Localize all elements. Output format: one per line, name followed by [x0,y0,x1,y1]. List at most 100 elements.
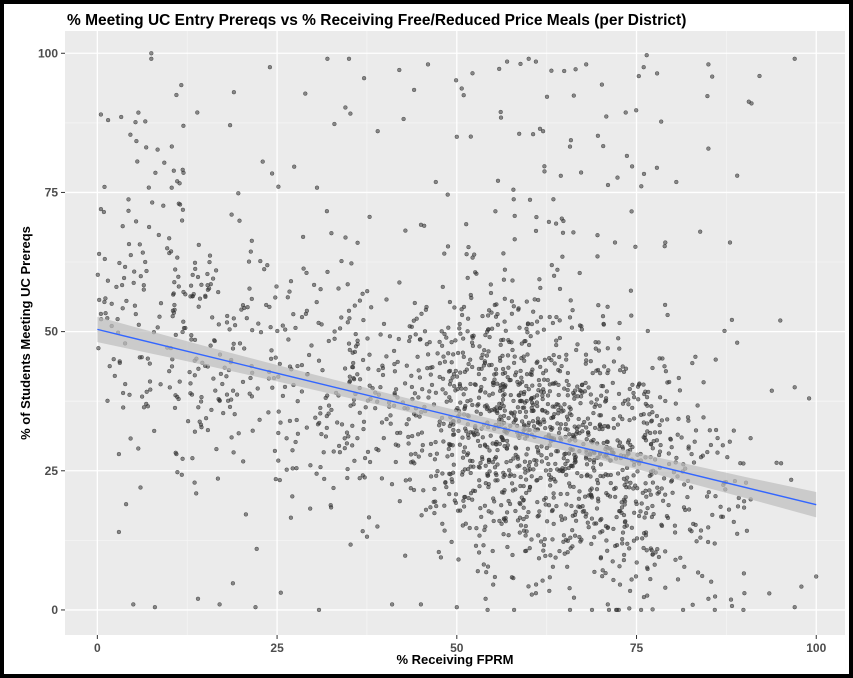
data-point [257,417,262,422]
data-point [98,206,104,212]
data-point [407,334,413,340]
data-point [538,364,543,370]
data-point [437,339,442,345]
data-point [490,548,495,554]
data-point [103,296,108,301]
data-point [477,443,483,449]
data-point [355,436,360,441]
data-point [490,460,496,465]
data-point [587,421,593,427]
data-point [577,387,582,393]
data-point [321,450,326,455]
data-point [362,455,368,461]
data-point [559,517,565,523]
data-point [558,514,564,519]
data-point [152,605,158,610]
data-point [331,485,336,491]
data-point [630,382,635,387]
data-point [498,358,503,363]
data-point [507,473,512,479]
data-point [648,546,653,551]
data-point [564,472,569,478]
data-point [529,372,534,378]
data-point [476,464,481,469]
data-point [138,274,143,279]
data-point [440,387,445,392]
data-point [543,425,548,431]
data-point [287,418,293,424]
data-point [686,444,691,449]
data-point [558,491,563,497]
data-point [523,523,528,529]
data-point [442,503,447,508]
data-point [562,68,567,74]
data-point [524,372,530,377]
data-point [357,377,363,382]
data-point [706,62,711,67]
data-point [568,484,573,489]
data-point [698,535,703,540]
data-point [243,512,249,517]
data-point [460,472,465,477]
data-point [236,191,241,196]
data-point [582,494,588,499]
data-point [437,374,442,380]
data-point [171,291,176,296]
data-point [303,91,308,96]
data-point [488,433,493,438]
data-point [537,277,542,282]
data-point [284,467,289,472]
data-point [571,390,576,396]
data-point [449,360,454,365]
data-point [741,499,747,504]
data-point [629,209,634,214]
data-point [735,340,740,345]
data-point [613,607,619,613]
data-point [324,209,330,214]
data-point [529,537,534,542]
data-point [247,391,252,396]
data-point [367,383,372,388]
data-point [470,71,475,76]
data-point [615,175,620,180]
data-point [538,475,543,481]
data-point [655,485,660,490]
data-point [561,539,566,544]
data-point [121,275,127,281]
data-point [564,352,569,357]
data-point [666,502,671,508]
data-point [557,318,562,323]
data-point [332,336,337,341]
data-point [153,170,158,175]
data-point [203,416,209,421]
data-point [192,373,197,378]
data-point [551,197,556,202]
data-point [536,297,541,303]
data-point [608,480,613,486]
data-point [468,357,473,362]
data-point [705,449,710,455]
data-point [365,449,371,455]
data-point [170,308,176,313]
data-point [545,393,551,398]
data-point [169,185,174,190]
data-point [565,427,570,432]
data-point [102,184,107,190]
data-point [587,457,592,462]
data-point [172,405,178,411]
data-point [736,495,741,501]
data-point [465,329,470,334]
data-point [483,443,488,448]
data-point [135,159,140,164]
data-point [403,478,408,483]
data-point [439,428,444,433]
data-point [599,82,605,87]
data-point [518,368,523,374]
data-point [519,419,525,424]
data-point [617,346,622,351]
data-point [589,607,595,613]
data-point [551,521,556,527]
data-point [138,485,143,490]
data-point [117,260,122,266]
data-point [530,132,536,137]
